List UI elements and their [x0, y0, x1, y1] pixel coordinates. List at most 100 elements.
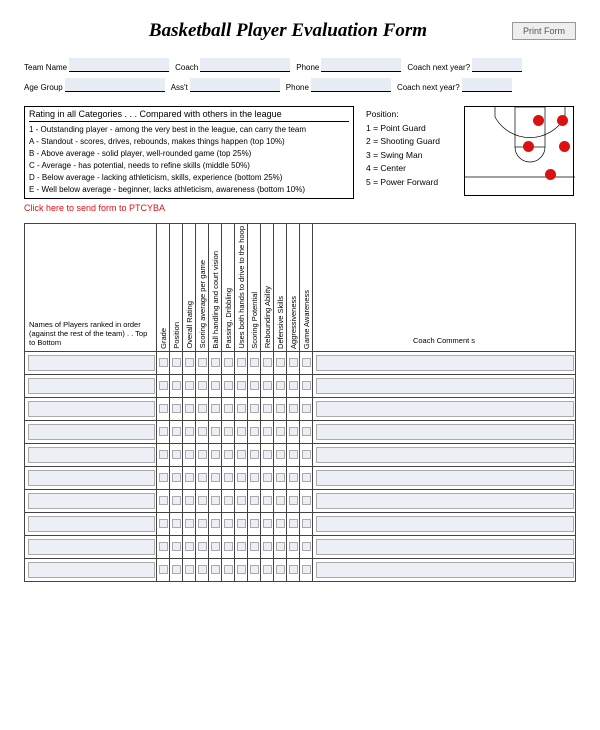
rating-cell[interactable] — [276, 565, 285, 574]
print-button[interactable]: Print Form — [512, 22, 576, 40]
rating-cell[interactable] — [185, 565, 194, 574]
rating-cell[interactable] — [237, 496, 246, 505]
comment-input[interactable] — [316, 355, 574, 371]
rating-cell[interactable] — [250, 404, 259, 413]
rating-cell[interactable] — [224, 473, 233, 482]
rating-cell[interactable] — [302, 565, 311, 574]
rating-cell[interactable] — [172, 565, 181, 574]
rating-cell[interactable] — [198, 381, 207, 390]
rating-cell[interactable] — [211, 358, 220, 367]
comment-input[interactable] — [316, 447, 574, 463]
rating-cell[interactable] — [159, 381, 168, 390]
rating-cell[interactable] — [250, 519, 259, 528]
rating-cell[interactable] — [172, 473, 181, 482]
rating-cell[interactable] — [185, 450, 194, 459]
rating-cell[interactable] — [172, 404, 181, 413]
rating-cell[interactable] — [289, 358, 298, 367]
field-input[interactable] — [462, 78, 512, 92]
field-input[interactable] — [190, 78, 280, 92]
rating-cell[interactable] — [224, 427, 233, 436]
comment-input[interactable] — [316, 493, 574, 509]
rating-cell[interactable] — [289, 427, 298, 436]
rating-cell[interactable] — [185, 519, 194, 528]
rating-cell[interactable] — [211, 519, 220, 528]
rating-cell[interactable] — [250, 427, 259, 436]
comment-input[interactable] — [316, 424, 574, 440]
rating-cell[interactable] — [263, 381, 272, 390]
rating-cell[interactable] — [198, 565, 207, 574]
rating-cell[interactable] — [302, 404, 311, 413]
rating-cell[interactable] — [211, 404, 220, 413]
rating-cell[interactable] — [263, 450, 272, 459]
name-input[interactable] — [28, 401, 155, 417]
rating-cell[interactable] — [302, 358, 311, 367]
rating-cell[interactable] — [289, 496, 298, 505]
rating-cell[interactable] — [224, 450, 233, 459]
rating-cell[interactable] — [237, 427, 246, 436]
rating-cell[interactable] — [263, 565, 272, 574]
rating-cell[interactable] — [224, 381, 233, 390]
rating-cell[interactable] — [302, 427, 311, 436]
rating-cell[interactable] — [159, 450, 168, 459]
rating-cell[interactable] — [172, 381, 181, 390]
name-input[interactable] — [28, 378, 155, 394]
rating-cell[interactable] — [263, 358, 272, 367]
rating-cell[interactable] — [263, 473, 272, 482]
rating-cell[interactable] — [185, 473, 194, 482]
rating-cell[interactable] — [276, 496, 285, 505]
comment-input[interactable] — [316, 378, 574, 394]
rating-cell[interactable] — [237, 404, 246, 413]
rating-cell[interactable] — [159, 542, 168, 551]
rating-cell[interactable] — [185, 404, 194, 413]
rating-cell[interactable] — [237, 519, 246, 528]
comment-input[interactable] — [316, 516, 574, 532]
rating-cell[interactable] — [159, 427, 168, 436]
name-input[interactable] — [28, 355, 155, 371]
rating-cell[interactable] — [211, 542, 220, 551]
name-input[interactable] — [28, 516, 155, 532]
name-input[interactable] — [28, 539, 155, 555]
comment-input[interactable] — [316, 562, 574, 578]
rating-cell[interactable] — [289, 565, 298, 574]
name-input[interactable] — [28, 470, 155, 486]
name-input[interactable] — [28, 493, 155, 509]
rating-cell[interactable] — [250, 358, 259, 367]
rating-cell[interactable] — [185, 542, 194, 551]
rating-cell[interactable] — [224, 519, 233, 528]
rating-cell[interactable] — [237, 542, 246, 551]
rating-cell[interactable] — [250, 450, 259, 459]
rating-cell[interactable] — [172, 542, 181, 551]
rating-cell[interactable] — [289, 450, 298, 459]
rating-cell[interactable] — [250, 381, 259, 390]
comment-input[interactable] — [316, 470, 574, 486]
rating-cell[interactable] — [302, 496, 311, 505]
rating-cell[interactable] — [263, 427, 272, 436]
rating-cell[interactable] — [302, 542, 311, 551]
rating-cell[interactable] — [263, 404, 272, 413]
rating-cell[interactable] — [263, 496, 272, 505]
rating-cell[interactable] — [185, 381, 194, 390]
rating-cell[interactable] — [224, 496, 233, 505]
rating-cell[interactable] — [159, 519, 168, 528]
rating-cell[interactable] — [302, 519, 311, 528]
rating-cell[interactable] — [289, 542, 298, 551]
name-input[interactable] — [28, 447, 155, 463]
rating-cell[interactable] — [198, 542, 207, 551]
rating-cell[interactable] — [237, 450, 246, 459]
rating-cell[interactable] — [198, 358, 207, 367]
comment-input[interactable] — [316, 401, 574, 417]
rating-cell[interactable] — [276, 427, 285, 436]
rating-cell[interactable] — [211, 450, 220, 459]
rating-cell[interactable] — [250, 473, 259, 482]
field-input[interactable] — [472, 58, 522, 72]
rating-cell[interactable] — [172, 358, 181, 367]
rating-cell[interactable] — [185, 427, 194, 436]
rating-cell[interactable] — [159, 358, 168, 367]
rating-cell[interactable] — [250, 542, 259, 551]
rating-cell[interactable] — [302, 381, 311, 390]
rating-cell[interactable] — [276, 358, 285, 367]
field-input[interactable] — [321, 58, 401, 72]
rating-cell[interactable] — [250, 565, 259, 574]
name-input[interactable] — [28, 424, 155, 440]
rating-cell[interactable] — [172, 519, 181, 528]
